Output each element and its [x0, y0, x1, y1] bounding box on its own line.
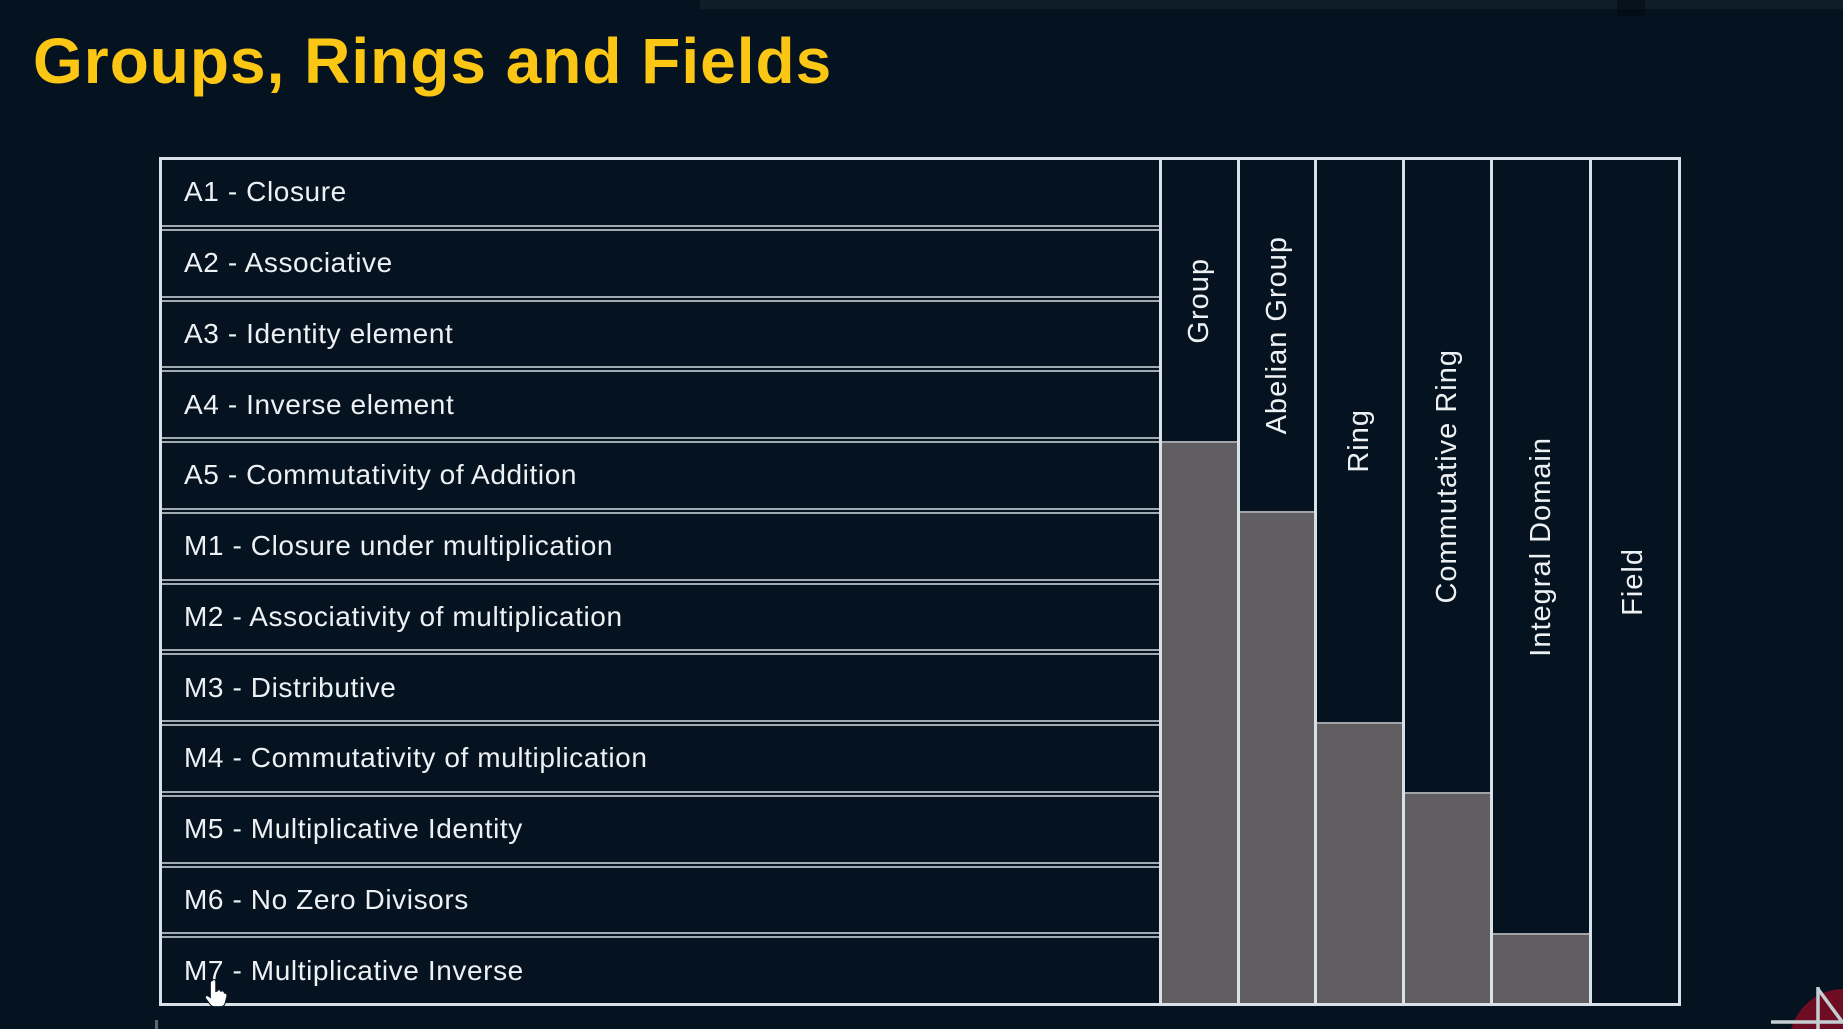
axiom-row-a2: A2 - Associative: [162, 231, 1159, 302]
channel-logo: [1763, 979, 1843, 1029]
axiom-row-a4: A4 - Inverse element: [162, 372, 1159, 443]
satisfied-region: Group: [1162, 160, 1237, 441]
axiom-label: M6 - No Zero Divisors: [184, 883, 469, 915]
satisfied-region: Ring: [1317, 160, 1402, 722]
satisfied-region: Abelian Group: [1240, 160, 1314, 511]
axiom-row-m2: M2 - Associativity of multiplication: [162, 585, 1159, 656]
unsatisfied-region-bar: [1493, 932, 1589, 1003]
structure-column-commutative-ring: Commutative Ring: [1402, 160, 1490, 1003]
structure-label: Commutative Ring: [1431, 348, 1463, 604]
axiom-label: A1 - Closure: [184, 176, 347, 208]
video-progress-strip: [700, 0, 1843, 16]
axiom-row-a1: A1 - Closure: [162, 160, 1159, 231]
hand-pointer-cursor[interactable]: [203, 978, 229, 1010]
axiom-structure-table: A1 - Closure A2 - Associative A3 - Ident…: [159, 157, 1681, 1006]
unsatisfied-region-bar: [1240, 511, 1314, 1003]
axiom-row-m3: M3 - Distributive: [162, 655, 1159, 726]
unsatisfied-region-bar: [1405, 792, 1490, 1003]
axiom-label: A5 - Commutativity of Addition: [184, 459, 578, 491]
unsatisfied-region-bar: [1317, 722, 1402, 1003]
axiom-label: A3 - Identity element: [184, 317, 454, 349]
satisfied-region: Integral Domain: [1493, 160, 1589, 933]
axiom-label: M7 - Multiplicative Inverse: [184, 954, 524, 986]
satisfied-region: Commutative Ring: [1405, 160, 1490, 792]
structure-column-group: Group: [1159, 160, 1237, 1003]
strip-notch: [1617, 0, 1645, 16]
axiom-row-a5: A5 - Commutativity of Addition: [162, 443, 1159, 514]
axiom-row-m7: M7 - Multiplicative Inverse: [162, 938, 1159, 1003]
page-title: Groups, Rings and Fields: [33, 25, 833, 97]
axiom-label: M4 - Commutativity of multiplication: [184, 742, 648, 774]
axiom-label: M2 - Associativity of multiplication: [184, 600, 623, 632]
structure-label: Field: [1617, 547, 1649, 616]
axiom-label: A4 - Inverse element: [184, 388, 455, 420]
axiom-label: M5 - Multiplicative Identity: [184, 813, 523, 845]
structure-column-ring: Ring: [1314, 160, 1402, 1003]
scrubber-tick: [155, 1020, 158, 1029]
satisfied-region: Field: [1592, 160, 1675, 1003]
unsatisfied-region-bar: [1162, 441, 1237, 1003]
axiom-row-m4: M4 - Commutativity of multiplication: [162, 726, 1159, 797]
axiom-row-m5: M5 - Multiplicative Identity: [162, 797, 1159, 868]
axiom-label: A2 - Associative: [184, 247, 393, 279]
structure-label: Group: [1183, 257, 1215, 344]
axiom-row-m6: M6 - No Zero Divisors: [162, 868, 1159, 939]
structure-label: Ring: [1343, 409, 1375, 473]
structure-label: Integral Domain: [1524, 436, 1557, 657]
axiom-label: M3 - Distributive: [184, 671, 397, 703]
axiom-row-m1: M1 - Closure under multiplication: [162, 514, 1159, 585]
axiom-label: M1 - Closure under multiplication: [184, 530, 614, 562]
structure-column-integral-domain: Integral Domain: [1490, 160, 1589, 1003]
axiom-list: A1 - Closure A2 - Associative A3 - Ident…: [162, 160, 1159, 1003]
structure-label: Abelian Group: [1260, 236, 1293, 435]
structure-column-abelian-group: Abelian Group: [1237, 160, 1314, 1003]
structure-column-field: Field: [1589, 160, 1675, 1003]
axiom-row-a3: A3 - Identity element: [162, 302, 1159, 373]
